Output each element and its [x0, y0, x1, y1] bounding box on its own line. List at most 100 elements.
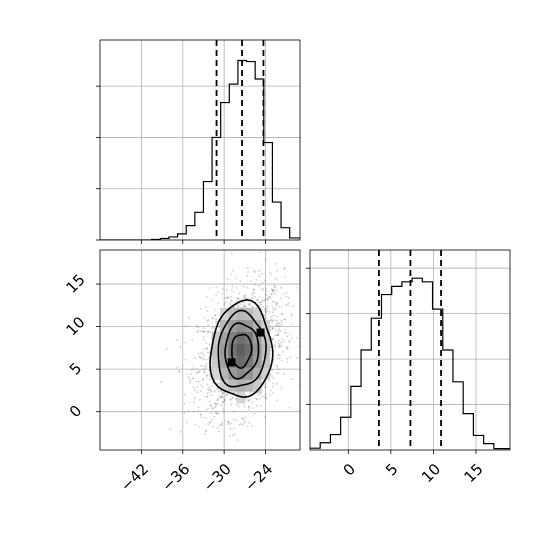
- sample-point: [283, 267, 286, 270]
- sample-point: [194, 389, 197, 391]
- marginal-y-quantile-lines: [378, 250, 442, 450]
- sample-point: [247, 399, 250, 401]
- sample-point: [274, 286, 277, 288]
- sample-point: [280, 313, 283, 315]
- sample-point: [196, 391, 199, 394]
- sample-point: [278, 345, 281, 348]
- sample-point: [253, 412, 256, 415]
- sample-point: [221, 423, 223, 426]
- sample-point: [169, 428, 172, 430]
- sample-point: [203, 395, 206, 398]
- sample-point: [281, 351, 284, 353]
- sample-point: [277, 342, 280, 345]
- sample-point: [269, 346, 272, 348]
- sample-point: [194, 396, 196, 399]
- sample-point: [284, 276, 286, 278]
- sample-point: [251, 407, 254, 409]
- sample-point: [264, 307, 267, 310]
- sample-point: [272, 288, 275, 291]
- density-cell: [261, 331, 270, 344]
- sample-point: [207, 389, 209, 391]
- sample-point: [223, 302, 226, 304]
- sample-point: [264, 279, 267, 282]
- contour-level-2: [217, 309, 267, 388]
- sample-point: [281, 305, 284, 308]
- sample-point: [244, 296, 247, 298]
- sample-point: [273, 284, 275, 287]
- sample-point: [220, 396, 223, 398]
- sample-point: [203, 370, 206, 373]
- sample-point: [213, 415, 216, 418]
- sample-point: [215, 412, 218, 415]
- sample-point: [226, 393, 229, 396]
- sample-point: [188, 316, 190, 319]
- sample-point: [176, 339, 179, 342]
- sample-point: [218, 325, 221, 328]
- sample-point: [243, 405, 246, 408]
- sample-point: [281, 312, 283, 315]
- sample-point: [271, 289, 274, 292]
- sample-point: [276, 302, 278, 304]
- marginal-y-x-tick-label-2: 10: [418, 460, 444, 486]
- sample-point: [201, 386, 203, 389]
- sample-point: [198, 425, 200, 428]
- sample-point: [242, 301, 245, 304]
- sample-point: [286, 360, 289, 363]
- sample-point: [273, 344, 276, 347]
- sample-point: [286, 346, 289, 349]
- sample-point: [237, 297, 240, 300]
- sample-point: [296, 357, 298, 360]
- sample-point: [215, 321, 217, 324]
- sample-point: [276, 323, 278, 326]
- sample-point: [274, 302, 277, 304]
- sample-point: [276, 319, 278, 322]
- sample-point: [264, 293, 267, 296]
- sample-point: [206, 373, 208, 376]
- sample-point: [203, 371, 206, 373]
- sample-point: [191, 338, 194, 341]
- sample-point: [246, 297, 249, 300]
- sample-point: [230, 398, 233, 401]
- sample-point: [278, 327, 280, 330]
- sample-point: [211, 407, 214, 410]
- sample-point: [216, 382, 219, 385]
- sample-point: [280, 359, 283, 362]
- sample-point: [285, 296, 288, 298]
- sample-point: [210, 390, 213, 393]
- density-cell: [244, 367, 254, 380]
- sample-point: [195, 372, 198, 375]
- sample-point: [280, 341, 282, 344]
- density-cell: [236, 331, 246, 344]
- sample-point: [252, 297, 255, 299]
- sample-point: [203, 317, 206, 320]
- sample-point: [222, 392, 225, 395]
- sample-point: [230, 299, 232, 301]
- joint-contours: [209, 299, 274, 399]
- sample-point: [255, 398, 258, 401]
- sample-point: [234, 397, 237, 400]
- sample-point: [220, 395, 223, 398]
- sample-point: [207, 324, 209, 326]
- sample-point: [227, 296, 230, 299]
- sample-point: [279, 354, 281, 356]
- sample-point: [248, 405, 251, 408]
- marginal-x-frame: [99, 39, 301, 241]
- sample-point: [271, 290, 274, 292]
- sample-point: [261, 288, 264, 291]
- sample-point: [285, 304, 287, 306]
- sample-point: [258, 251, 261, 254]
- sample-point: [183, 411, 186, 414]
- sample-point: [233, 391, 235, 394]
- sample-point: [231, 269, 234, 272]
- sample-point: [279, 344, 281, 347]
- sample-point: [262, 305, 265, 308]
- sample-point: [203, 327, 205, 330]
- density-cell: [236, 307, 246, 321]
- marginal-y-histogram-line: [310, 277, 510, 450]
- sample-point: [221, 393, 224, 395]
- sample-point: [247, 271, 250, 273]
- sample-point: [267, 296, 270, 298]
- sample-point: [260, 272, 263, 275]
- sample-point: [248, 302, 251, 304]
- sample-point: [214, 389, 217, 392]
